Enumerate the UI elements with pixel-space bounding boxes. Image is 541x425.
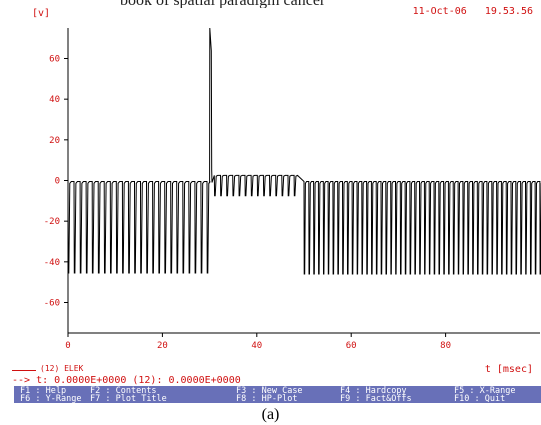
cropped-top-text-content: book of spatial paradigm cancer bbox=[120, 0, 325, 8]
x-tick-label: 80 bbox=[440, 341, 451, 351]
fkey-plot-title[interactable]: F7 : Plot Title bbox=[90, 394, 167, 404]
y-tick-label: -60 bbox=[44, 299, 60, 309]
fkey-hardcopy[interactable]: F4 : Hardcopy bbox=[340, 386, 407, 396]
x-tick-label: 60 bbox=[346, 341, 357, 351]
y-tick-label: -20 bbox=[44, 217, 60, 227]
y-axis-unit: [v] bbox=[32, 8, 51, 19]
legend-line-swatch bbox=[12, 370, 36, 371]
figure-caption: (a) bbox=[261, 406, 280, 423]
y-tick-label: 20 bbox=[49, 136, 60, 146]
timestamp: 11-Oct-06 19.53.56 bbox=[413, 6, 533, 17]
function-key-bar: F1 : Help F6 : Y-Range F2 : Contents F7 … bbox=[14, 386, 541, 403]
fkey-contents[interactable]: F2 : Contents bbox=[90, 386, 157, 396]
plot-area: 60 40 20 0 -20 -40 -60 0 20 40 60 80 bbox=[44, 27, 541, 351]
cropped-top-text: book of spatial paradigm cancer bbox=[0, 0, 541, 8]
fkey-hp-plot[interactable]: F8 : HP-Plot bbox=[236, 394, 298, 404]
y-tick-label: 60 bbox=[49, 55, 60, 65]
fkey-new-case[interactable]: F3 : New Case bbox=[236, 386, 303, 396]
fkey-quit[interactable]: F10 : Quit bbox=[454, 394, 506, 404]
x-tick-label: 20 bbox=[157, 341, 168, 351]
fkey-help[interactable]: F1 : Help bbox=[20, 386, 67, 396]
cursor-arrow: --> bbox=[12, 375, 31, 386]
timestamp-time: 19.53.56 bbox=[484, 6, 533, 17]
fkey-x-range[interactable]: F5 : X-Range bbox=[454, 386, 516, 396]
cursor-t-readout: t: 0.0000E+0000 bbox=[36, 375, 127, 386]
x-axis-label: t [msec] bbox=[484, 364, 533, 375]
series-elek-trace bbox=[67, 27, 541, 275]
timestamp-date: 11-Oct-06 bbox=[412, 6, 467, 17]
x-tick-label: 40 bbox=[251, 341, 262, 351]
y-tick-label: 40 bbox=[49, 95, 60, 105]
fkey-fact-offs[interactable]: F9 : Fact&Offs bbox=[340, 394, 412, 404]
cursor-readout: --> t: 0.0000E+0000 (12): 0.0000E+0000 bbox=[12, 375, 247, 386]
legend-entry: (12) ELEK bbox=[40, 364, 83, 373]
x-tick-label: 0 bbox=[65, 341, 70, 351]
fkey-y-range[interactable]: F6 : Y-Range bbox=[20, 394, 82, 404]
legend-index: (12) bbox=[40, 364, 60, 373]
legend-series-name: ELEK bbox=[64, 364, 84, 373]
cursor-value-readout: (12): 0.0000E+0000 bbox=[132, 375, 241, 386]
y-tick-label: 0 bbox=[55, 177, 60, 187]
y-tick-label: -40 bbox=[44, 258, 60, 268]
